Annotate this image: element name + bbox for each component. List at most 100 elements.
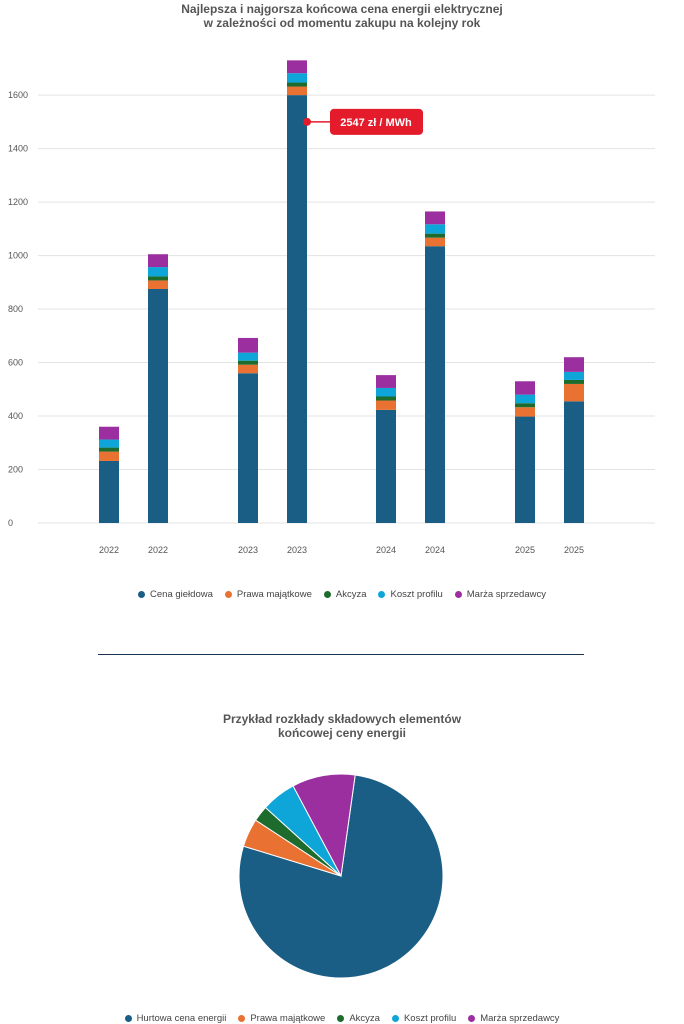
legend-marker — [238, 1015, 246, 1022]
x-tick-label: 2025 — [564, 545, 584, 555]
x-tick-label: 2024 — [376, 545, 396, 555]
y-tick-label: 600 — [8, 358, 23, 368]
bar-segment-koszt — [287, 73, 307, 83]
legend-label: Marża sprzedawcy — [466, 589, 546, 600]
legend-item: Koszt profilu — [391, 1013, 457, 1024]
legend-marker — [468, 1015, 476, 1022]
bar-segment-akcyza — [425, 233, 445, 238]
bar-segment-marza — [425, 211, 445, 225]
pie-slice-cena — [238, 774, 444, 979]
legend-label: Hurtowa cena energii — [136, 1013, 227, 1024]
bar-segment-akcyza — [148, 276, 168, 281]
bar-segment-koszt — [515, 394, 535, 404]
x-tick-label: 2022 — [99, 545, 119, 555]
bar-segment-prawa — [148, 280, 168, 289]
stacked-bar-chart: 0 200 400 600 800 1000 1200 1400 1600 2022 2022 202… — [8, 60, 655, 555]
x-tick-label: 2024 — [425, 545, 445, 555]
legend-label: Cena giełdowa — [150, 589, 213, 600]
bar-segment-marza — [99, 426, 119, 440]
legend-marker — [323, 591, 331, 598]
bar-segment-cena — [238, 373, 258, 523]
legend-item: Koszt profilu — [378, 589, 443, 600]
bar-segment-akcyza — [515, 403, 535, 408]
bar-segment-koszt — [99, 439, 119, 448]
pie-chart-legend: Hurtowa cena energii Prawa majątkowe Akcyz… — [0, 1013, 684, 1024]
legend-marker — [378, 591, 386, 598]
legend-item: Cena giełdowa — [138, 589, 213, 600]
legend-item: Marża sprzedawcy — [468, 1013, 559, 1024]
legend-marker — [454, 591, 462, 598]
bar-segment-koszt — [376, 387, 396, 397]
y-tick-label: 0 — [8, 518, 13, 528]
section-divider — [98, 654, 584, 655]
x-tick-label: 2023 — [287, 545, 307, 555]
legend-item: Hurtowa cena energii — [124, 1013, 227, 1024]
bar-segment-koszt — [148, 267, 168, 277]
legend-label: Koszt profilu — [403, 1013, 457, 1024]
legend-marker — [138, 591, 146, 598]
bar-segment-prawa — [376, 400, 396, 410]
bar-segment-akcyza — [564, 379, 584, 384]
legend-item: Akcyza — [323, 589, 367, 600]
bar-segment-cena — [515, 416, 535, 523]
bar-segment-cena — [287, 95, 307, 523]
bar-segment-akcyza — [99, 447, 119, 452]
callout-box — [330, 108, 423, 135]
legend-item: Prawa majątkowe — [224, 589, 312, 600]
legend-label: Akcyza — [335, 589, 367, 600]
bar-segment-marza — [148, 254, 168, 268]
bar-chart-legend: Cena giełdowa Prawa majątkowe Akcyza Koszt … — [0, 589, 684, 600]
bar-segment-prawa — [238, 364, 258, 374]
bar-segment-cena — [564, 401, 584, 523]
legend-marker — [391, 1015, 399, 1022]
bar-segment-marza — [238, 337, 258, 353]
y-tick-label: 200 — [8, 465, 23, 475]
bar-chart-subtitle: w zależności od momentu zakupu na kolejn… — [203, 16, 481, 30]
bar-segment-prawa — [515, 407, 535, 417]
bar-segment-marza — [564, 357, 584, 372]
x-tick-label: 2025 — [515, 545, 535, 555]
legend-label: Koszt profilu — [390, 589, 443, 600]
callout-label: 2547 zł / MWh — [340, 117, 412, 129]
bar-segment-prawa — [287, 86, 307, 96]
legend-item: Prawa majątkowe — [238, 1013, 325, 1024]
y-tick-label: 800 — [8, 304, 23, 314]
bar-segment-marza — [287, 60, 307, 74]
legend-item: Akcyza — [337, 1013, 380, 1024]
legend-marker — [337, 1015, 345, 1022]
bar-segment-cena — [148, 289, 168, 523]
y-tick-label: 1600 — [8, 90, 28, 100]
y-tick-label: 1200 — [8, 197, 28, 207]
bar-segment-koszt — [425, 224, 445, 234]
y-tick-label: 1400 — [8, 144, 28, 154]
bar-segment-koszt — [238, 352, 258, 361]
x-tick-label: 2023 — [238, 545, 258, 555]
legend-marker — [124, 1015, 132, 1022]
bar-segment-prawa — [99, 451, 119, 461]
bar-segment-cena — [99, 460, 119, 523]
legend-item: Marża sprzedawcy — [454, 589, 546, 600]
bar-segment-cena — [376, 409, 396, 523]
bar-segment-marza — [376, 375, 396, 388]
y-tick-label: 400 — [8, 411, 23, 421]
pie-slice-koszt — [264, 785, 342, 877]
pie-slice-prawa — [242, 819, 342, 877]
legend-marker — [224, 591, 232, 598]
legend-label: Prawa majątkowe — [236, 589, 312, 600]
bar-segment-akcyza — [376, 396, 396, 401]
bar-segment-akcyza — [238, 360, 258, 365]
bar-segment-marza — [515, 381, 535, 395]
bar-chart-title: Najlepsza i najgorsza końcowa cena energ… — [181, 2, 503, 16]
bar-segment-prawa — [564, 383, 584, 402]
pie-chart-title: Przykład rozkłady składowych elementów — [222, 712, 462, 726]
x-tick-label: 2022 — [148, 545, 168, 555]
pie-slice-marza — [292, 773, 356, 878]
legend-label: Prawa majątkowe — [250, 1013, 326, 1024]
pie-chart-subtitle: końcowej ceny energii — [277, 726, 407, 740]
y-tick-label: 1000 — [8, 251, 28, 261]
bar-segment-koszt — [564, 371, 584, 380]
bar-segment-prawa — [425, 237, 445, 247]
legend-label: Akcyza — [349, 1013, 380, 1024]
pie-slice-akcyza — [254, 806, 342, 877]
bar-segment-akcyza — [287, 82, 307, 87]
